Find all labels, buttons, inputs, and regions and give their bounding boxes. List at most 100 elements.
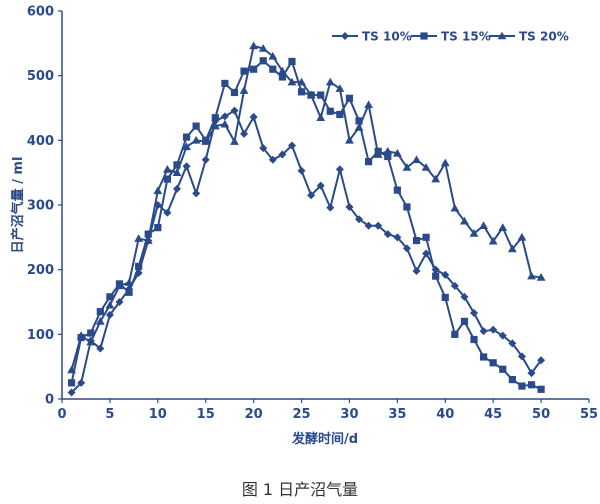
data-point xyxy=(67,388,76,397)
x-tick-label: 20 xyxy=(245,407,263,422)
figure-caption: 图 1 日产沼气量 xyxy=(242,480,358,499)
x-tick-label: 0 xyxy=(57,407,66,422)
data-point xyxy=(135,262,143,271)
series-line xyxy=(70,44,542,371)
data-point xyxy=(480,353,488,361)
data-point xyxy=(383,230,392,239)
data-point xyxy=(498,223,508,231)
data-point xyxy=(441,293,449,302)
data-point xyxy=(479,327,488,336)
x-tick-label: 45 xyxy=(484,407,502,422)
data-point xyxy=(469,229,479,237)
data-point xyxy=(297,166,306,175)
data-point xyxy=(105,300,115,309)
data-point xyxy=(230,137,239,145)
data-point xyxy=(460,292,469,301)
data-point xyxy=(421,163,431,171)
x-tick-label: 30 xyxy=(340,407,358,422)
legend-label: TS 20% xyxy=(519,30,569,44)
data-point xyxy=(364,100,374,109)
data-point xyxy=(96,308,104,316)
series-ts-15 xyxy=(67,57,545,393)
data-point xyxy=(287,141,296,150)
data-point xyxy=(508,339,517,348)
data-point xyxy=(403,203,411,211)
data-point xyxy=(355,117,363,125)
legend-item: TS 20% xyxy=(489,30,569,44)
data-point xyxy=(87,329,95,337)
data-point xyxy=(67,365,76,374)
data-point xyxy=(422,233,430,241)
data-point xyxy=(250,65,258,73)
data-point xyxy=(249,41,259,50)
data-point xyxy=(412,266,421,275)
data-point xyxy=(95,317,105,325)
data-point xyxy=(258,44,268,52)
data-point xyxy=(268,155,277,164)
legend-item: TS 15% xyxy=(411,30,491,44)
data-point xyxy=(153,186,163,195)
x-tick-label: 55 xyxy=(580,407,598,422)
y-tick-label: 400 xyxy=(27,134,54,149)
x-tick-label: 40 xyxy=(436,407,454,422)
data-point xyxy=(489,359,497,367)
data-point xyxy=(239,86,249,94)
data-point xyxy=(431,174,441,183)
data-point xyxy=(115,298,124,306)
data-point xyxy=(393,233,402,242)
x-axis-title: 发酵时间/d xyxy=(291,431,358,447)
data-point xyxy=(76,331,86,339)
data-point xyxy=(163,175,171,183)
data-point xyxy=(518,382,526,390)
x-tick-label: 5 xyxy=(105,407,114,422)
y-tick-label: 500 xyxy=(27,69,54,84)
data-point xyxy=(412,155,421,164)
data-point xyxy=(143,236,153,244)
series-line xyxy=(70,109,542,394)
data-point xyxy=(115,281,124,290)
x-tick-label: 10 xyxy=(149,407,167,422)
data-point xyxy=(220,112,229,121)
data-point xyxy=(479,221,488,229)
data-point xyxy=(325,77,335,86)
data-point xyxy=(345,135,354,144)
data-point xyxy=(384,152,392,161)
x-tick-labels: 0 5 10 15 20 25 30 35 40 45 50 55 xyxy=(57,399,598,422)
data-point xyxy=(191,135,201,144)
legend: TS 10% TS 15% TS 20% xyxy=(332,30,569,44)
data-point xyxy=(364,221,373,230)
y-tick-label: 100 xyxy=(27,328,54,343)
data-point xyxy=(316,113,326,121)
data-point xyxy=(106,293,114,301)
data-point xyxy=(125,288,133,296)
data-point xyxy=(470,308,479,317)
data-point xyxy=(507,244,517,253)
data-point xyxy=(211,114,219,122)
data-point xyxy=(249,113,258,122)
legend-marker xyxy=(420,32,428,40)
data-point xyxy=(172,184,181,193)
data-point xyxy=(345,202,354,211)
data-point xyxy=(316,181,325,190)
data-point xyxy=(154,224,162,232)
data-point xyxy=(508,376,516,384)
series-ts-10 xyxy=(67,106,546,397)
data-point xyxy=(288,57,296,66)
data-point xyxy=(278,73,286,81)
data-point xyxy=(498,331,507,340)
data-point xyxy=(230,106,239,115)
data-point xyxy=(192,189,201,198)
data-point xyxy=(354,123,364,131)
data-point xyxy=(432,272,440,280)
data-point xyxy=(537,356,546,365)
series-layer xyxy=(67,41,546,397)
legend-marker xyxy=(497,31,507,40)
data-point xyxy=(393,186,401,194)
data-point xyxy=(96,344,105,353)
data-point xyxy=(182,162,191,171)
y-tick-label: 200 xyxy=(27,263,54,278)
data-point xyxy=(336,110,344,119)
data-point xyxy=(450,281,459,290)
data-point xyxy=(240,67,248,75)
data-point xyxy=(134,234,144,242)
